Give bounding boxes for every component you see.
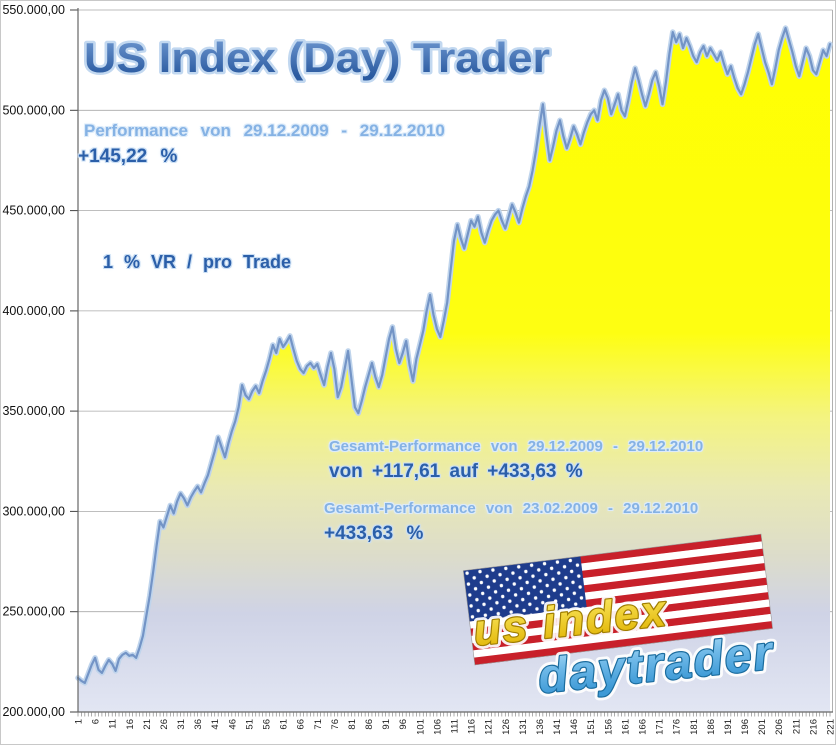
- x-tick-label: 51: [244, 719, 255, 730]
- risk-per-trade-label: 1 % VR / pro Trade: [103, 252, 292, 272]
- x-tick-label: 46: [227, 719, 238, 730]
- x-tick-label: 71: [313, 719, 324, 730]
- x-axis-ticks: [77, 712, 831, 717]
- x-tick-label: 121: [484, 719, 495, 735]
- x-tick-label: 101: [415, 719, 426, 735]
- performance-value: +145,22 %: [78, 146, 178, 167]
- y-tick-label: 300.000,00: [2, 504, 65, 518]
- y-tick-label: 400.000,00: [2, 304, 65, 318]
- x-tick-label: 31: [176, 719, 187, 730]
- performance-period-label: Performance von 29.12.2009 - 29.12.2010: [84, 121, 445, 140]
- x-tick-label: 6: [91, 719, 102, 724]
- flag-stripe: [472, 606, 771, 651]
- x-tick-label: 181: [689, 719, 700, 735]
- page-title: US Index (Day) Trader: [84, 34, 550, 81]
- x-tick-label: 61: [279, 719, 290, 730]
- gesamt-performance-1-label: Gesamt-Performance von 29.12.2009 - 29.1…: [329, 438, 704, 455]
- x-tick-label: 206: [774, 719, 785, 735]
- flag-stripe: [471, 599, 770, 644]
- gesamt-performance-1-value: von +117,61 auf +433,63 %: [329, 461, 583, 482]
- y-tick-label: 350.000,00: [2, 404, 65, 418]
- y-tick-label: 250.000,00: [2, 605, 65, 619]
- x-tick-label: 106: [432, 719, 443, 735]
- x-tick-label: 156: [603, 719, 614, 735]
- x-tick-label: 116: [467, 719, 478, 734]
- x-tick-label: 96: [398, 719, 409, 730]
- x-tick-label: 201: [757, 719, 768, 735]
- x-tick-label: 86: [364, 719, 375, 730]
- x-axis-labels: 1 6 11 16 21 26 31 36 41 46 51 56 61 66 71 76 81 86 91 96 10…: [74, 719, 836, 735]
- x-tick-label: 11: [108, 719, 119, 729]
- y-tick-label: 550.000,00: [2, 3, 65, 17]
- x-tick-label: 221: [826, 719, 836, 735]
- x-tick-label: 21: [142, 719, 153, 730]
- x-tick-label: 146: [569, 719, 580, 735]
- x-tick-label: 66: [296, 719, 307, 730]
- x-tick-label: 26: [159, 719, 170, 730]
- x-tick-label: 141: [552, 719, 563, 735]
- x-tick-label: 111: [450, 719, 461, 733]
- x-tick-label: 76: [330, 719, 341, 730]
- axes: [70, 8, 833, 713]
- x-tick-label: 16: [125, 719, 136, 730]
- x-tick-label: 211: [791, 719, 802, 734]
- flag-stripe: [473, 613, 772, 658]
- x-tick-label: 91: [381, 719, 392, 730]
- flag-stripe: [473, 621, 773, 666]
- x-tick-label: 176: [672, 719, 683, 735]
- x-tick-label: 81: [347, 719, 358, 730]
- flag-stripe: [469, 584, 769, 629]
- flag-stripe: [470, 592, 770, 637]
- x-tick-label: 166: [638, 719, 649, 735]
- x-tick-label: 131: [518, 719, 529, 735]
- x-tick-label: 151: [586, 719, 597, 735]
- x-tick-label: 56: [262, 719, 273, 730]
- x-tick-label: 196: [740, 719, 751, 735]
- x-tick-label: 161: [620, 719, 631, 735]
- x-tick-label: 126: [501, 719, 512, 735]
- x-tick-label: 36: [193, 719, 204, 730]
- x-tick-label: 41: [210, 719, 221, 730]
- gesamt-performance-2-label: Gesamt-Performance von 23.02.2009 - 29.1…: [324, 500, 699, 517]
- y-tick-label: 450.000,00: [2, 204, 65, 218]
- x-tick-label: 186: [706, 719, 717, 735]
- x-tick-label: 191: [723, 719, 734, 735]
- equity-area-fill: [78, 28, 830, 713]
- us-flag-icon: [462, 533, 773, 666]
- x-tick-label: 171: [655, 719, 666, 735]
- y-axis-labels: 550.000,00 500.000,00 450.000,00 400.000,00…: [2, 3, 65, 719]
- x-tick-label: 136: [535, 719, 546, 735]
- y-tick-label: 500.000,00: [2, 103, 65, 117]
- equity-line: [76, 26, 832, 685]
- x-tick-label: 1: [74, 719, 85, 724]
- y-tick-label: 200.000,00: [2, 705, 65, 719]
- gesamt-performance-2-value: +433,63 %: [324, 523, 424, 544]
- x-tick-label: 216: [808, 719, 819, 735]
